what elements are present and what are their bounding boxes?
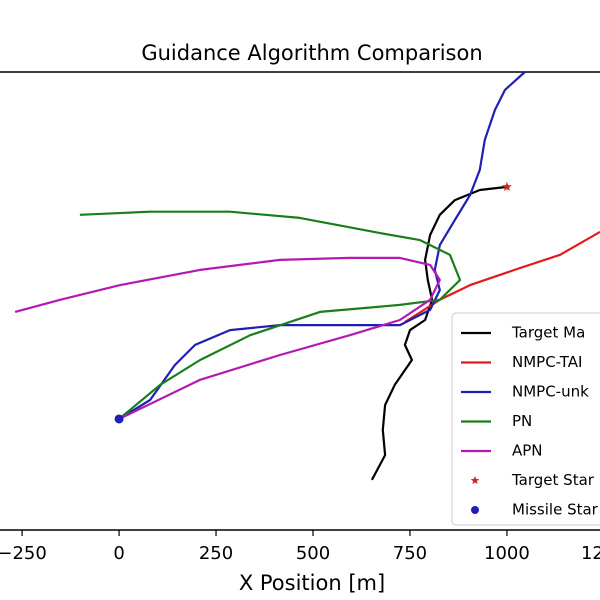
- x-tick-label: −250: [0, 543, 47, 564]
- trajectory: [404, 230, 600, 323]
- legend-label: PN: [512, 412, 532, 430]
- legend-label: NMPC-unk: [512, 383, 589, 401]
- x-axis-label: X Position [m]: [239, 571, 385, 595]
- trajectory: [79, 210, 462, 420]
- x-tick-label: 250: [199, 543, 233, 564]
- legend-marker: [471, 506, 479, 514]
- legend-label: Target Star: [511, 471, 595, 489]
- trajectory: [370, 185, 508, 481]
- legend-label: Target Ma: [511, 324, 585, 342]
- chart-title: Guidance Algorithm Comparison: [141, 41, 482, 65]
- legend-box: [451, 312, 600, 526]
- x-tick-label: 750: [393, 543, 427, 564]
- target-start-marker: [502, 181, 512, 191]
- x-tick-label: 1250: [581, 543, 600, 564]
- legend-marker: [470, 476, 480, 485]
- x-tick-label: 0: [113, 543, 124, 564]
- x-tick-label: 500: [296, 543, 330, 564]
- legend-label: APN: [512, 442, 543, 460]
- trajectory: [118, 71, 526, 420]
- trajectory: [14, 256, 441, 420]
- legend-label: NMPC-TAI: [512, 353, 582, 371]
- x-tick-label: 1000: [484, 543, 530, 564]
- missile-start-marker: [114, 414, 124, 424]
- legend-label: Missile Star: [512, 501, 599, 519]
